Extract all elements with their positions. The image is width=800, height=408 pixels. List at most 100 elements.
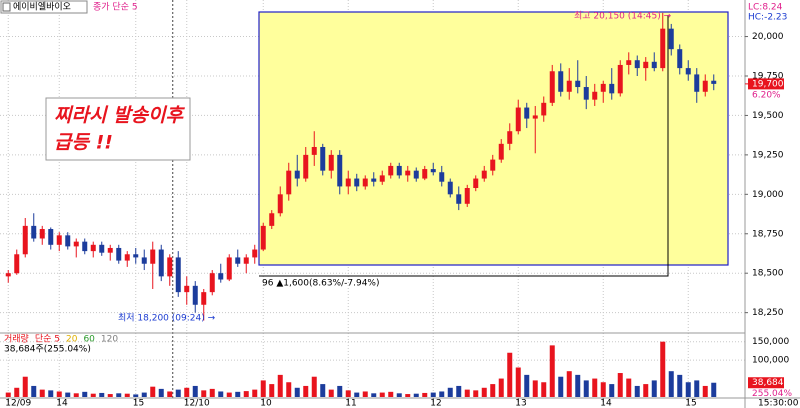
candle-body [277,194,283,214]
volume-bar [277,374,283,397]
note-line: 찌라시 발송이후 [54,105,185,127]
candle-body [558,71,564,92]
candle-body [379,175,385,182]
candle-body [167,257,173,277]
candle-body [532,115,538,119]
volume-bar [345,390,351,397]
candle-body [583,87,589,100]
volume-bar [175,389,181,397]
volume-bar [677,374,683,397]
candle-body [328,154,334,171]
title-box [0,0,88,14]
candle-body [668,28,674,50]
candle-body [507,131,513,144]
volume-bar [549,345,555,397]
volume-bar [294,387,300,397]
volume-bar [337,385,343,397]
candle-body [447,181,453,195]
volume-bar [541,382,547,397]
volume-bar [583,380,589,397]
volume-info: 38,684주(255.04%) [4,344,91,355]
volume-bar [252,389,258,397]
volume-legend: 120 [101,335,118,345]
high-annotation: 최고 20,150 (14:45) → [574,11,672,22]
volume-bar [65,392,71,397]
candle-body [243,257,249,264]
candle-body [31,225,37,239]
y-tick-label: 18,500 [752,269,784,279]
volume-bar [107,394,113,397]
volume-bar [379,392,385,397]
volume-legend: 단순 5 [35,334,60,345]
y-tick-label: 20,000 [752,32,784,42]
current-change: 6.20% [752,90,781,100]
volume-bar [447,387,453,397]
volume-bar [328,389,334,397]
candle-body [515,107,521,132]
volume-bar [464,389,470,397]
volume-bar [209,388,215,397]
volume-bar [371,393,377,397]
volume-bar [388,391,394,397]
candle-body [99,244,105,253]
volume-bar [702,385,708,397]
volume-bar [668,371,674,397]
indicator-label: 종가 단순 5 [93,2,138,13]
candle-body [685,68,691,75]
volume-bar [694,380,700,397]
volume-bar [235,391,241,397]
candle-body [464,188,470,204]
x-tick-label: 11 [345,399,356,408]
candle-body [575,80,581,88]
volume-bar [354,392,360,397]
candle-body [405,170,411,176]
volume-bar [660,341,666,397]
y-tick-label: 19,000 [752,190,784,200]
volume-bar [14,387,20,397]
volume-bar [498,378,504,397]
volume-bar [158,388,164,397]
marks [5,12,717,397]
volume-bar [592,378,598,397]
x-tick-label: 13 [515,399,526,408]
volume-legend: 거래량 [4,333,29,345]
candle-body [294,170,300,179]
candle-body [124,254,130,261]
candle-body [218,273,224,280]
candle-body [439,172,445,182]
candle-body [600,83,606,92]
candle-body [192,285,198,305]
volume-bar [133,394,139,397]
lc-label: LC:8.24 [748,3,783,13]
y-tick-label: 19,250 [752,150,784,160]
selection-box [258,11,729,266]
volume-bar [609,384,615,397]
candle-body [286,170,292,195]
volume-bar [99,392,105,397]
volume-bar [600,382,606,397]
candle-body [626,60,632,65]
volume-bar [5,392,11,397]
candle-body [609,83,615,94]
volume-legend: 60 [83,335,95,345]
candle-body [490,159,496,171]
y-tick-label: 19,750 [752,71,784,81]
stock-title: 에이비엘바이오 [13,2,71,13]
hc-label: HC:-2.23 [748,13,787,23]
volume-tick-label: 150,000 [752,337,789,347]
candle-body [141,257,147,264]
volume-bar [184,387,190,397]
candle-body [65,235,71,247]
candle-body [269,213,275,226]
checkbox[interactable] [2,2,11,12]
volume-bar [515,367,521,397]
volume-bar [396,393,402,397]
volume-bar [141,392,147,397]
volume-bar [524,374,530,397]
candle-body [473,178,479,189]
x-tick-label: 12/09 [5,399,31,408]
candle-body [311,146,317,155]
candle-body [303,154,309,179]
volume-bar [634,385,640,397]
x-tick-label: 14 [56,399,68,408]
